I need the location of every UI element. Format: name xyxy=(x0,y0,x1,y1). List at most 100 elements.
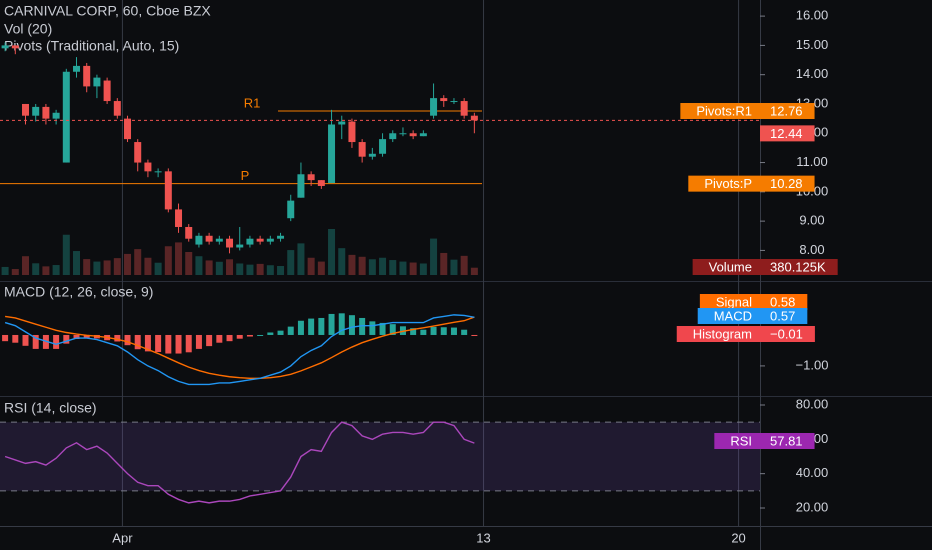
histogram-bar xyxy=(32,334,39,349)
candle-body xyxy=(83,65,91,87)
value-tag xyxy=(760,433,815,449)
volume-bar xyxy=(42,266,50,275)
y-tick-label: 16.00 xyxy=(796,8,829,23)
histogram-bar xyxy=(114,334,121,342)
histogram-bar xyxy=(318,317,325,335)
histogram-bar xyxy=(410,328,417,335)
histogram-bar xyxy=(338,313,345,335)
name-tag xyxy=(699,294,760,310)
value-tag-text: 12.44 xyxy=(770,126,803,141)
histogram-bar xyxy=(257,334,264,336)
candle-body xyxy=(164,171,172,210)
candle-body xyxy=(215,238,223,242)
histogram-bar xyxy=(83,334,90,338)
candle-body xyxy=(52,112,60,119)
histogram-bar xyxy=(63,334,70,344)
candle-body xyxy=(450,101,458,103)
histogram-bar xyxy=(348,315,355,335)
histogram-bar xyxy=(226,334,233,342)
volume-bar xyxy=(52,265,60,275)
volume-bar xyxy=(450,259,458,275)
candle-body xyxy=(103,80,111,102)
candle-body xyxy=(430,98,438,116)
legend-indicator: Pivots (Traditional, Auto, 15) xyxy=(4,38,179,54)
candle-body xyxy=(277,235,285,239)
histogram-bar xyxy=(246,334,253,337)
volume-bar xyxy=(144,257,152,275)
volume-bar xyxy=(1,266,9,275)
volume-bar xyxy=(368,259,376,275)
x-tick-label: 13 xyxy=(476,530,490,545)
volume-bar xyxy=(226,259,234,275)
legend-title: CARNIVAL CORP, 60, Cboe BZX xyxy=(4,3,211,19)
value-tag-text: 10.28 xyxy=(770,176,803,191)
histogram-bar xyxy=(461,329,468,335)
x-tick-label: 20 xyxy=(731,530,745,545)
candle-body xyxy=(379,139,387,154)
legend-title: MACD (12, 26, close, 9) xyxy=(4,284,153,300)
volume-bar xyxy=(103,260,111,275)
candle-body xyxy=(195,235,203,245)
candle-body xyxy=(297,174,305,198)
volume-bar xyxy=(379,257,387,275)
candle-body xyxy=(154,171,162,173)
volume-bar xyxy=(338,248,346,275)
histogram-bar xyxy=(297,320,304,335)
value-tag-text: 380.125K xyxy=(770,259,826,274)
candle-body xyxy=(419,133,427,137)
candle-body xyxy=(1,45,9,49)
candle-body xyxy=(440,98,448,102)
histogram-bar xyxy=(471,334,478,336)
volume-bar xyxy=(195,256,203,275)
volume-bar xyxy=(287,250,295,275)
volume-bar xyxy=(93,261,101,275)
y-tick-label: 15.00 xyxy=(796,37,829,52)
histogram-bar xyxy=(42,334,49,349)
histogram-bar xyxy=(420,329,427,335)
volume-bar xyxy=(399,261,407,275)
volume-bar xyxy=(175,242,183,275)
histogram-bar xyxy=(379,322,386,335)
candle-body xyxy=(144,162,152,172)
y-tick-label: 11.00 xyxy=(796,154,828,169)
candle-body xyxy=(389,133,397,140)
candle-body xyxy=(62,71,70,163)
y-tick-label: −1.00 xyxy=(796,357,829,372)
volume-bar xyxy=(62,234,70,275)
y-tick-label: 8.00 xyxy=(799,242,824,257)
candle-body xyxy=(287,200,295,219)
candle-body xyxy=(338,121,346,125)
volume-bar xyxy=(236,263,244,275)
macd-line xyxy=(4,315,475,379)
name-tag xyxy=(692,259,760,275)
candle-body xyxy=(256,238,264,242)
histogram-bar xyxy=(124,334,131,346)
value-tag-text: 57.81 xyxy=(770,433,803,448)
candle-body xyxy=(124,118,132,140)
histogram-bar xyxy=(144,334,151,352)
histogram-bar xyxy=(359,317,366,335)
candle-body xyxy=(460,101,468,116)
volume-bar xyxy=(328,229,336,275)
histogram-bar xyxy=(430,326,437,335)
volume-bar xyxy=(205,260,213,275)
volume-bar xyxy=(154,262,162,275)
y-tick-label: 9.00 xyxy=(799,213,824,228)
value-tag xyxy=(760,175,815,192)
value-tag xyxy=(760,125,815,142)
value-tag-text: 12.76 xyxy=(770,103,803,118)
y-tick-label: 40.00 xyxy=(796,465,829,480)
x-tick-label: Apr xyxy=(112,530,133,545)
volume-bar xyxy=(73,251,81,275)
histogram-bar xyxy=(22,334,29,346)
candle-body xyxy=(317,180,325,186)
histogram-bar xyxy=(53,334,60,349)
name-tag-text: Signal xyxy=(716,294,752,309)
volume-bar xyxy=(124,253,132,275)
candle-body xyxy=(11,45,19,49)
volume-bar xyxy=(440,252,448,275)
candle-body xyxy=(93,77,101,87)
volume-bar xyxy=(83,259,91,275)
volume-bar xyxy=(246,264,254,275)
